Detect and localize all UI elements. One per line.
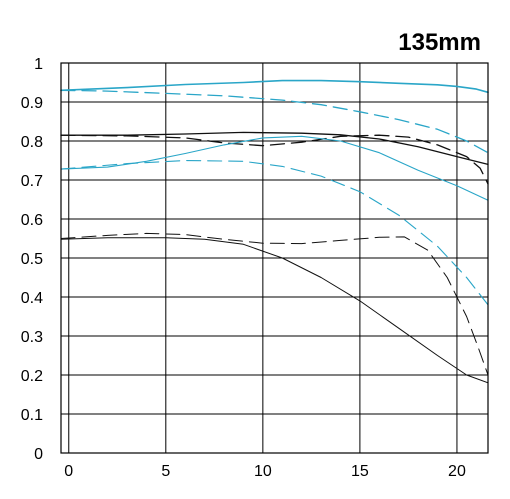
y-tick-label: 0.3 [21, 329, 43, 346]
x-tick-label: 5 [161, 463, 170, 480]
plot-border [60, 62, 489, 454]
grid [61, 62, 488, 454]
x-tick-label: 10 [254, 463, 272, 480]
x-axis-ticks: 0 5 10 15 20 [64, 463, 466, 480]
series-group [60, 79, 489, 384]
y-tick-label: 0.4 [21, 290, 43, 307]
y-tick-label: 0.9 [21, 95, 43, 112]
x-tick-label: 20 [448, 463, 466, 480]
y-tick-label: 0.5 [21, 251, 43, 268]
series-line-1 [60, 89, 489, 154]
y-tick-label: 0.1 [21, 407, 43, 424]
series-line-3 [60, 134, 489, 185]
series-line-0 [60, 79, 489, 94]
x-tick-label: 0 [64, 463, 73, 480]
y-tick-label: 0 [34, 446, 43, 463]
y-tick-label: 0.7 [21, 173, 43, 190]
series-line-4 [60, 135, 489, 201]
series-line-6 [60, 237, 489, 384]
chart-title: 135mm [398, 29, 481, 56]
series-line-2 [60, 131, 489, 166]
y-tick-label: 0.6 [21, 212, 43, 229]
y-tick-label: 0.2 [21, 368, 43, 385]
x-tick-label: 15 [351, 463, 369, 480]
plot-frame [60, 62, 489, 454]
y-tick-label: 0.8 [21, 134, 43, 151]
series-line-7 [60, 232, 489, 376]
y-tick-label: 1 [34, 56, 43, 73]
y-axis-ticks: 0 0.1 0.2 0.3 0.4 0.5 0.6 0.7 0.8 0.9 1 [21, 56, 43, 463]
series-line-5 [60, 159, 489, 306]
